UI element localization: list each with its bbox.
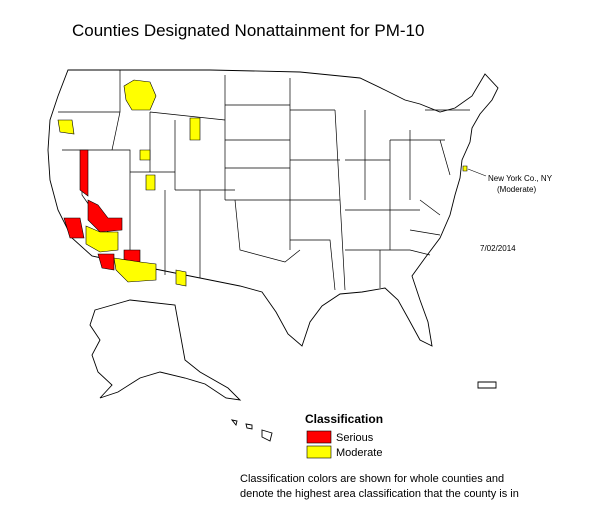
county <box>145 174 156 191</box>
county <box>139 149 151 161</box>
puerto-rico <box>477 381 497 389</box>
date: 7/02/2014 <box>480 244 516 253</box>
county <box>85 225 119 253</box>
legend-swatch <box>306 430 332 444</box>
alaska <box>89 299 242 401</box>
legend-swatch <box>306 445 332 459</box>
state-lines <box>58 70 470 291</box>
county <box>113 257 157 283</box>
title: Counties Designated Nonattainment for PM… <box>72 21 424 40</box>
annotation-leader <box>467 168 487 177</box>
county <box>87 199 123 233</box>
legend-label: Serious <box>336 432 374 444</box>
county <box>63 217 85 239</box>
note: denote the highest area classification t… <box>240 488 519 500</box>
legend-label: Moderate <box>336 447 382 459</box>
county <box>57 119 75 135</box>
county <box>175 269 187 287</box>
hawaii <box>230 419 273 442</box>
counties <box>57 79 468 287</box>
county <box>79 149 89 197</box>
county <box>462 165 468 172</box>
annotation: New York Co., NY <box>488 174 553 183</box>
note: Classification colors are shown for whol… <box>240 473 504 485</box>
annotation: (Moderate) <box>497 185 536 194</box>
legend-title: Classification <box>305 412 383 426</box>
county <box>97 253 115 271</box>
county <box>123 79 157 111</box>
county <box>189 117 201 141</box>
